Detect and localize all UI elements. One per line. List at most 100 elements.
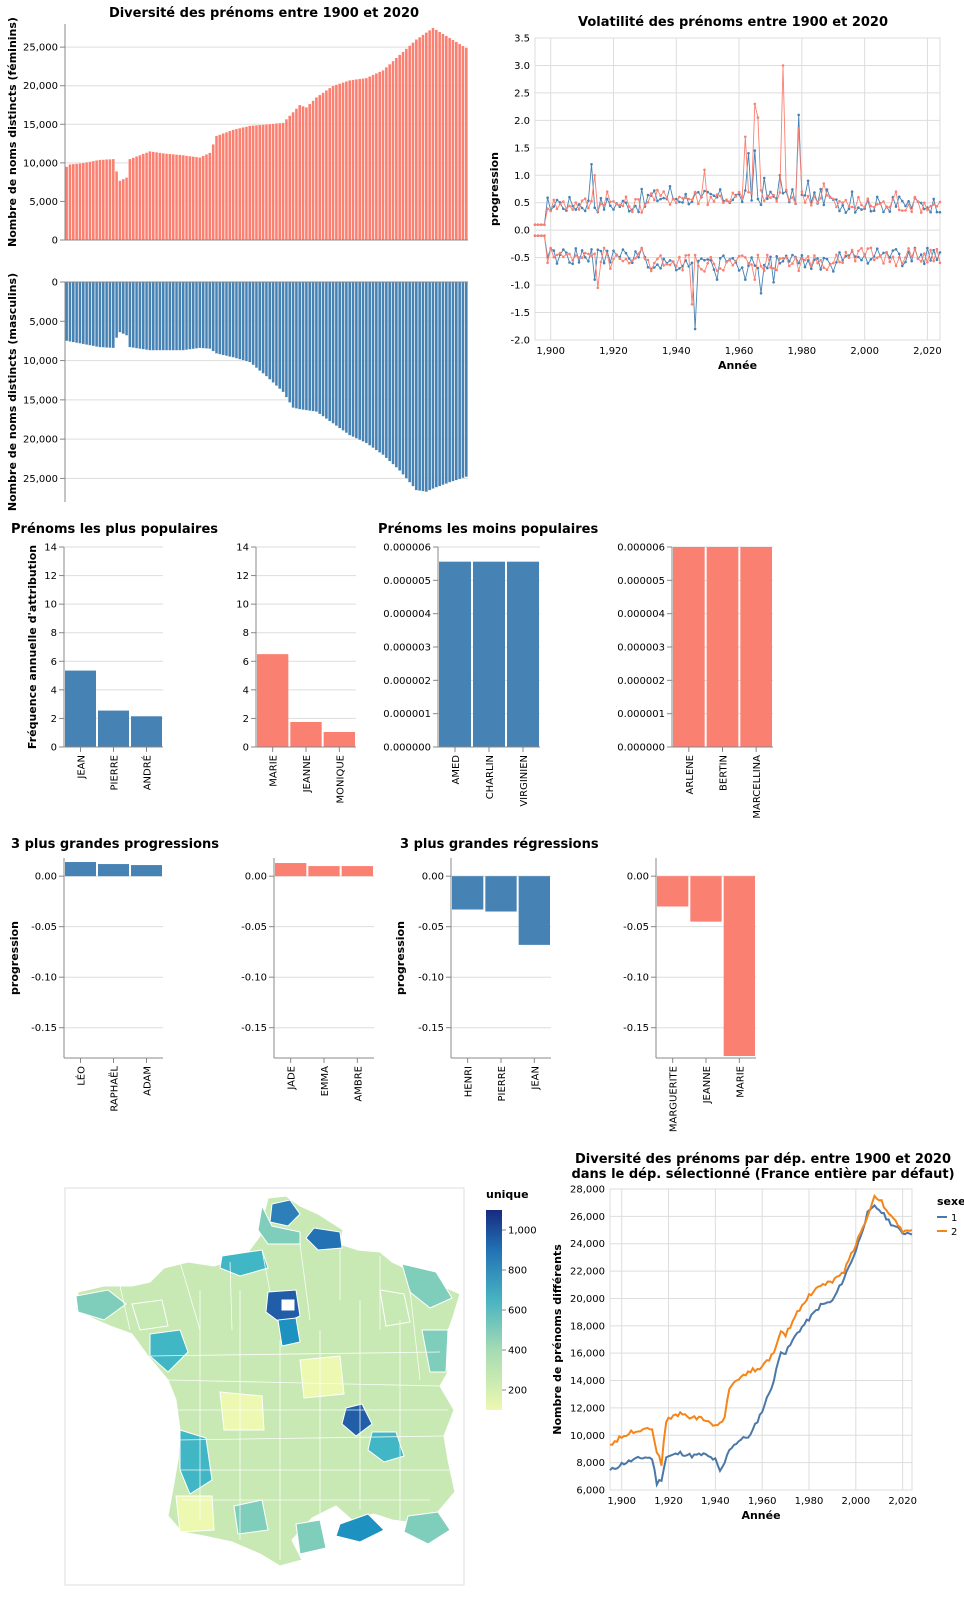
volatility-point [543, 223, 546, 226]
volatility-point [844, 250, 848, 254]
y-tick-label: 4 [51, 685, 57, 696]
bar [281, 122, 285, 241]
bar [344, 281, 348, 433]
bar [314, 281, 318, 412]
volatility-point [879, 254, 882, 257]
bar [258, 124, 262, 241]
y-tick-label: 4 [243, 685, 249, 696]
volatility-point [656, 263, 659, 266]
y-tick-label: 22,000 [570, 1267, 605, 1278]
volatility-point [627, 205, 631, 208]
bar-jade [275, 863, 307, 877]
department-region [341, 1403, 373, 1437]
y-axis-title: Nombre de prénoms différents [551, 1244, 564, 1435]
bar [135, 281, 139, 349]
bar [191, 281, 195, 350]
bar [301, 281, 305, 410]
volatility-point [715, 193, 719, 196]
volatility-point [533, 234, 537, 237]
volatility-point [599, 196, 603, 200]
bar [251, 281, 255, 366]
volatility-point [684, 192, 687, 196]
bar [118, 180, 122, 241]
y-tick-label: 6,000 [576, 1486, 605, 1497]
volatility-chart-title: Volatilité des prénoms entre 1900 et 202… [578, 15, 888, 30]
volatility-point [897, 255, 901, 259]
volatility-point [866, 197, 870, 200]
bar [118, 281, 122, 333]
y-tick-label: 0.000003 [617, 643, 665, 654]
bar [115, 281, 119, 338]
volatility-point [681, 197, 684, 200]
y-tick-label: 8,000 [576, 1458, 605, 1469]
volatility-point [769, 255, 772, 259]
department-region [219, 1249, 269, 1277]
volatility-point [649, 269, 653, 273]
department-border [229, 1261, 233, 1331]
legend-label-2[interactable]: 2 [951, 1227, 957, 1238]
bar [161, 281, 165, 351]
x-tick-label: 2,020 [888, 1496, 917, 1507]
bar [318, 281, 322, 415]
volatility-point [737, 269, 741, 272]
volatility-point [744, 278, 747, 281]
y-tick-label: 10,000 [23, 356, 58, 367]
bar [338, 83, 342, 241]
bar [138, 155, 142, 241]
x-tick-label: MARIE [735, 1066, 746, 1098]
volatility-point [602, 203, 606, 207]
volatility-point [722, 254, 725, 257]
volatility-point [857, 255, 860, 259]
bar [171, 281, 175, 351]
volatility-point [891, 249, 895, 252]
bar [341, 281, 345, 431]
bar-henri [452, 876, 484, 910]
volatility-point [740, 196, 744, 199]
volatility-point [791, 262, 794, 265]
volatility-point [706, 203, 709, 207]
bar [184, 155, 189, 241]
bar [234, 281, 239, 359]
volatility-point [693, 327, 697, 331]
department-map[interactable]: unique 200 400 600 800 1,000 [64, 1187, 537, 1586]
bar [141, 153, 145, 241]
bar [244, 126, 249, 241]
bar [164, 281, 169, 351]
volatility-point [913, 195, 917, 199]
volatility-point [907, 247, 910, 250]
bar [81, 162, 85, 241]
y-tick-label: 0 [51, 743, 57, 754]
bar [271, 123, 275, 241]
volatility-point [747, 152, 750, 155]
volatility-point [756, 253, 760, 257]
volatility-point [583, 251, 587, 255]
department-region [401, 1263, 453, 1309]
legend-label-1[interactable]: 1 [951, 1213, 957, 1224]
volatility-point [832, 197, 835, 201]
volatility-point [910, 259, 913, 263]
volatility-point [791, 196, 794, 199]
legend-tick-label: 1,000 [508, 1226, 537, 1237]
volatility-point [781, 256, 785, 260]
volatility-point [615, 203, 618, 206]
x-tick-label: MARCELLINA [752, 755, 763, 819]
bar-marie [257, 654, 289, 747]
bar [201, 155, 205, 241]
volatility-point [847, 205, 851, 209]
y-axis-title: Nombre de noms distincts (féminins) [6, 17, 19, 247]
volatility-point [797, 127, 800, 130]
volatility-point [803, 201, 807, 204]
bar [451, 39, 455, 241]
x-tick-label: VIRGINIEN [519, 755, 530, 807]
volatility-point [816, 261, 819, 265]
volatility-point [901, 262, 904, 265]
y-tick-label: -0.15 [31, 1023, 57, 1034]
volatility-point [932, 259, 935, 263]
volatility-point [888, 256, 892, 259]
volatility-point [813, 191, 816, 194]
bar [228, 130, 232, 241]
y-tick-label: 12,000 [570, 1403, 605, 1414]
bar [264, 124, 268, 241]
x-tick-label: 1,940 [662, 346, 691, 357]
bar [331, 281, 335, 424]
